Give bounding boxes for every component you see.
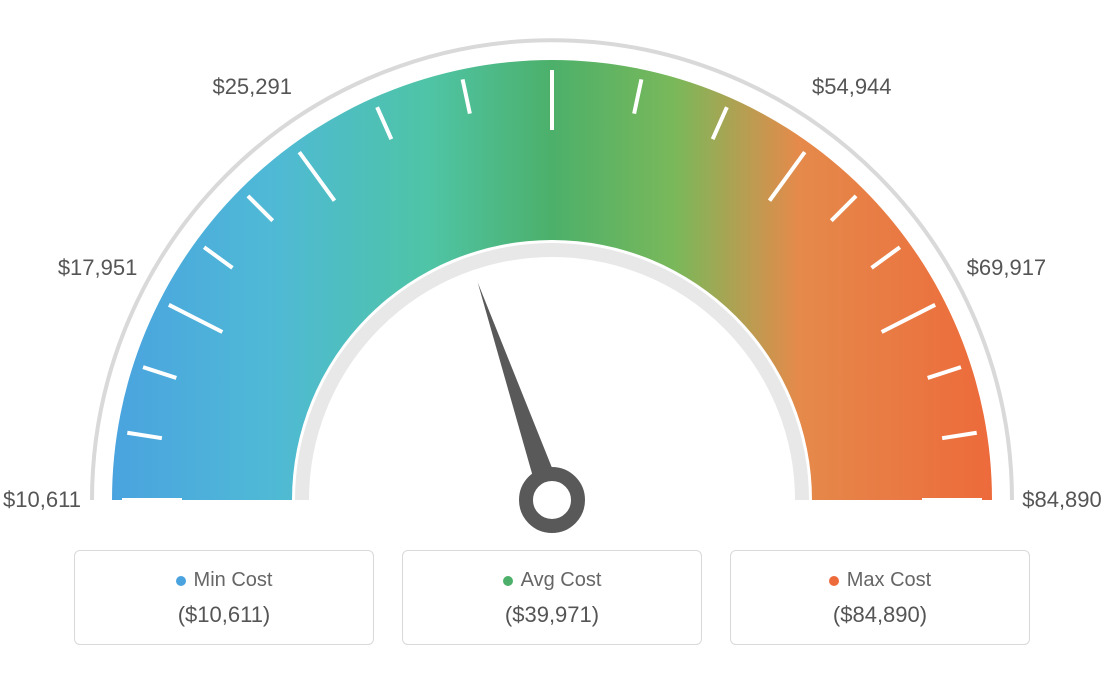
gauge-tick-label: $25,291 <box>212 74 292 100</box>
gauge-tick-label: $10,611 <box>3 487 81 513</box>
legend-value-min: ($10,611) <box>85 602 363 628</box>
dot-icon <box>503 576 513 586</box>
dot-icon <box>176 576 186 586</box>
dot-icon <box>829 576 839 586</box>
gauge-tick-label: $39,971 <box>512 0 592 3</box>
legend-value-avg: ($39,971) <box>413 602 691 628</box>
legend-title-avg: Avg Cost <box>413 569 691 592</box>
legend-title-text: Min Cost <box>194 569 273 591</box>
legend-title-min: Min Cost <box>85 569 363 592</box>
legend-row: Min Cost ($10,611) Avg Cost ($39,971) Ma… <box>0 550 1104 645</box>
gauge-svg <box>0 0 1104 540</box>
legend-card-min: Min Cost ($10,611) <box>74 550 374 645</box>
gauge-tick-label: $17,951 <box>58 255 138 281</box>
gauge-tick-label: $69,917 <box>967 255 1047 281</box>
legend-title-text: Avg Cost <box>521 569 602 591</box>
legend-card-avg: Avg Cost ($39,971) <box>402 550 702 645</box>
legend-value-max: ($84,890) <box>741 602 1019 628</box>
gauge-tick-label: $54,944 <box>812 74 892 100</box>
gauge-tick-label: $84,890 <box>1022 487 1102 513</box>
gauge-chart: $10,611 $17,951 $25,291 $39,971 $54,944 $69,9… <box>0 0 1104 540</box>
legend-title-text: Max Cost <box>847 569 931 591</box>
legend-title-max: Max Cost <box>741 569 1019 592</box>
legend-card-max: Max Cost ($84,890) <box>730 550 1030 645</box>
